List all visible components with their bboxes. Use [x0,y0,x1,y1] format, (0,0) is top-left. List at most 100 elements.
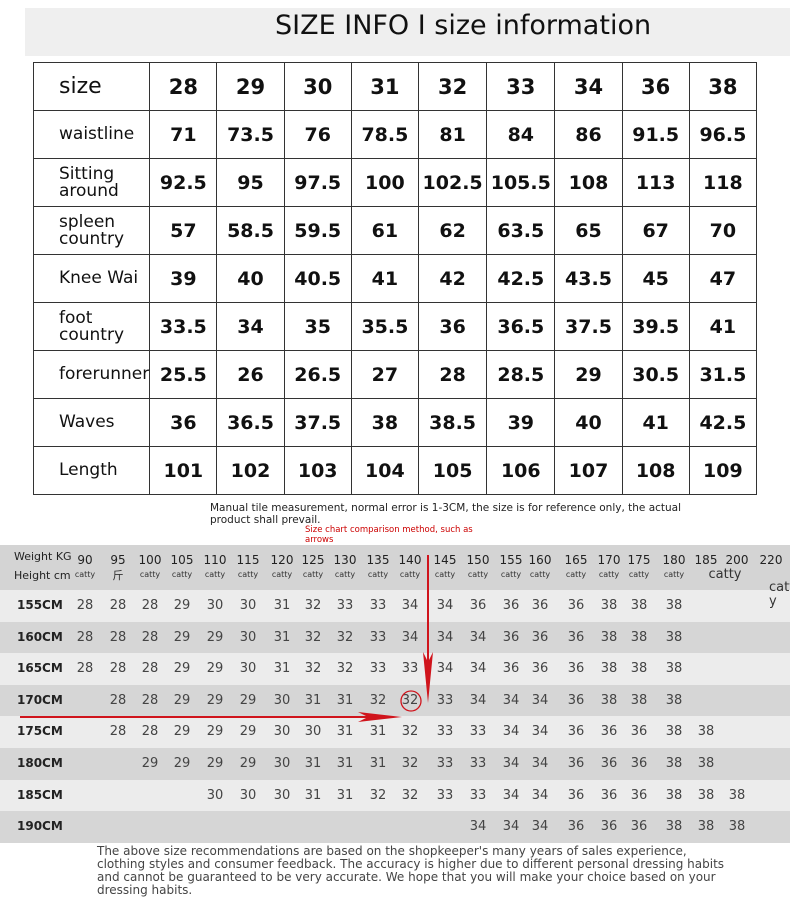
size-recommendation: 29 [239,756,257,771]
size-cell: 42.5 [688,398,758,447]
size-cell: 40 [554,398,623,447]
size-recommendation: 31 [336,756,354,771]
height-label: 175CM [17,724,63,739]
size-recommendation: 36 [502,598,520,613]
size-cell: 31 [350,62,419,111]
size-recommendation: 31 [369,756,387,771]
size-cell: 108 [621,446,690,495]
weight-header: 155 [499,553,523,567]
weight-unit: catty [171,570,193,579]
size-cell: 58.5 [216,206,285,255]
size-recommendation: 36 [567,692,585,708]
weight-unit: catty [565,570,587,579]
size-cell: 34 [554,62,623,111]
size-recommendation: 34 [502,756,520,771]
size-cell: 47 [688,254,758,303]
size-recommendation: 28 [141,724,159,740]
height-label: 190CM [17,819,63,834]
size-row: Knee Wai 39 40 40.5 41 42 42.5 43.5 45 47 [32,254,758,303]
size-recommendation: 36 [630,819,648,835]
size-recommendation: 28 [141,598,159,613]
size-recommendation: 32 [336,661,354,677]
size-recommendation: 28 [109,629,127,645]
horizontal-arrowhead [358,712,402,722]
weight-unit: catty [769,580,790,609]
size-cell: 118 [688,158,758,207]
size-cell: 102.5 [417,158,488,207]
size-recommendation: 34 [436,629,454,645]
size-recommendation: 36 [531,598,549,613]
size-cell: 26.5 [283,350,352,399]
size-cell: 39 [486,398,556,447]
size-cell: 31.5 [688,350,758,399]
size-recommendation: 29 [173,724,191,740]
size-recommendation: 38 [600,629,618,645]
size-recommendation: 33 [436,724,454,740]
size-cell: 92.5 [149,158,218,207]
size-cell: 103 [283,446,352,495]
size-recommendation: 36 [567,629,585,645]
size-cell: 38 [350,398,419,447]
weight-unit: catty [399,570,421,579]
size-recommendation: 33 [469,756,487,771]
weight-header: 140 [398,553,422,567]
size-recommendation: 33 [369,661,387,677]
weight-header: 115 [236,553,260,567]
size-cell: 37.5 [283,398,352,447]
size-recommendation: 38 [665,787,683,803]
row-label: waistline [32,110,151,159]
footer-disclaimer: The above size recommendations are based… [97,844,725,897]
weight-header: 170 [597,553,621,567]
size-recommendation: 32 [401,787,419,803]
size-recommendation: 34 [531,819,549,835]
size-recommendation: 33 [469,724,487,740]
size-recommendation: 31 [336,724,354,740]
size-recommendation: 33 [369,629,387,645]
size-recommendation: 34 [469,629,487,645]
size-recommendation: 30 [239,787,257,803]
size-cell: 38 [688,62,758,111]
size-cell: 105.5 [486,158,556,207]
weight-unit: catty [628,570,650,579]
size-recommendation: 36 [567,819,585,835]
row-label: Knee Wai [32,254,151,303]
weight-unit: catty [74,570,96,579]
size-recommendation: 31 [304,756,322,771]
size-recommendation: 32 [336,629,354,645]
size-recommendation: 28 [141,661,159,677]
size-recommendation: 30 [273,692,291,708]
size-recommendation: 38 [728,787,746,803]
header-row: Weight KG Height cm 90 catty 95 斤 100 catty 10… [0,545,790,609]
size-recommendation: 33 [436,787,454,803]
height-label: Height cm [14,569,71,582]
size-cell: 39.5 [621,302,690,351]
size-recommendation: 38 [728,819,746,835]
size-cell: 28.5 [486,350,556,399]
weight-header: 185 [694,553,718,567]
size-cell: 36 [149,398,218,447]
size-recommendation: 36 [502,661,520,677]
weight-header: 175 [627,553,651,567]
size-recommendation: 30 [273,787,291,803]
size-recommendation: 36 [502,629,520,645]
weight-header: 130 [333,553,357,567]
weight-unit: catty [434,570,456,579]
size-recommendation: 36 [630,724,648,740]
size-cell: 36.5 [486,302,556,351]
size-row: Length 101 102 103 104 105 106 107 108 109 [32,446,758,495]
weight-header: 180 [662,553,686,567]
size-recommendation: 38 [697,787,715,803]
size-cell: 73.5 [216,110,285,159]
weight-header: 120 [270,553,294,567]
page-title: SIZE INFO I size information [275,10,652,41]
size-cell: 33.5 [149,302,218,351]
size-recommendation: 30 [304,724,322,740]
weight-unit: catty [598,570,620,579]
size-cell: 30.5 [621,350,690,399]
size-recommendation: 32 [304,629,322,645]
size-recommendation: 34 [531,787,549,803]
size-recommendation: 31 [273,598,291,613]
size-recommendation: 34 [469,819,487,835]
weight-unit: catty [708,567,742,582]
